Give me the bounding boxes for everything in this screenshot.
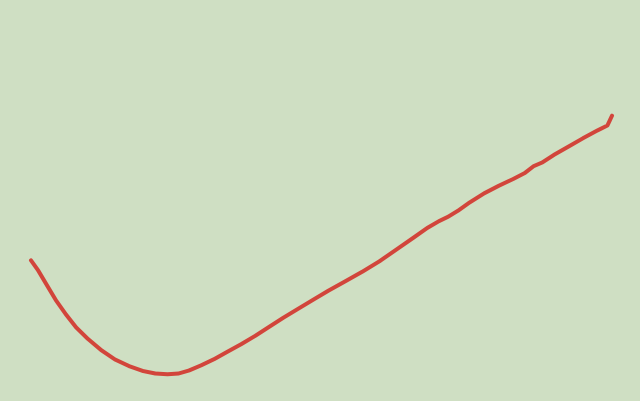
series-line-0 [29,113,614,377]
